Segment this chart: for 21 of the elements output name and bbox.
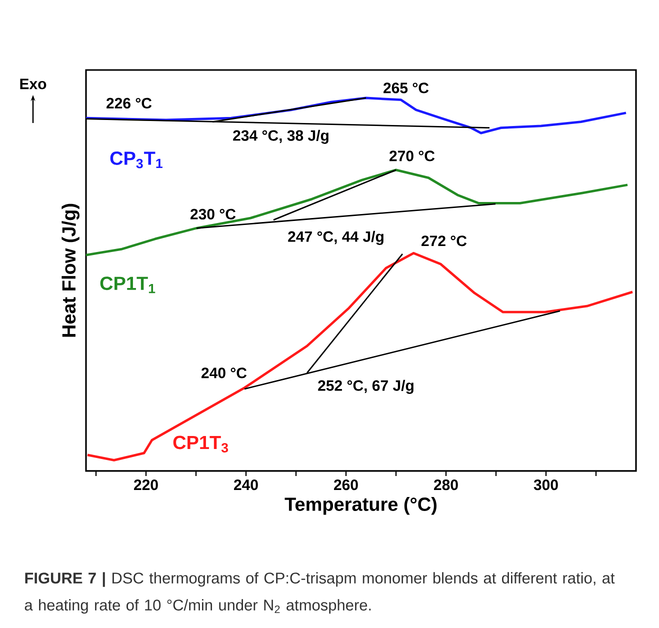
text: FIGURE 7 | DSC thermograms of CP:C-trisapm monomer blends at different ratio, at a heating rate of 10 °C/min under N$_{2}$ atmosphere. — [24, 572, 615, 614]
annotation: 234 °C, 38 J/g — [233, 130, 328, 144]
annotation: 252 °C, 67 J/g — [318, 380, 414, 394]
series-label: CP1T$_{3}$ — [173, 436, 228, 453]
x-tick-label: 220 — [134, 480, 158, 490]
x-tick-label: 300 — [534, 480, 558, 490]
annotation: 230 °C — [190, 208, 236, 220]
x-tick-label: 240 — [234, 480, 258, 490]
x-axis-title: Temperature (°C) — [284, 497, 436, 515]
annotation: 270 °C — [390, 150, 435, 162]
x-tick-label: 280 — [434, 480, 458, 490]
annotation: 265 °C — [384, 82, 429, 94]
annotation: 272 °C — [422, 236, 467, 246]
series-label: CP$_{3}$T$_{1}$ — [110, 152, 162, 168]
x-tick-label: 260 — [334, 480, 358, 490]
y-axis-title: Heat Flow (J/g) — [62, 204, 80, 337]
series-label: CP1T$_{1}$ — [100, 276, 156, 294]
annotation: 240 °C — [202, 368, 247, 378]
text: Exo — [20, 78, 46, 90]
annotation: 226 °C — [106, 98, 152, 109]
annotation: 247 °C, 44 J/g — [288, 230, 384, 245]
